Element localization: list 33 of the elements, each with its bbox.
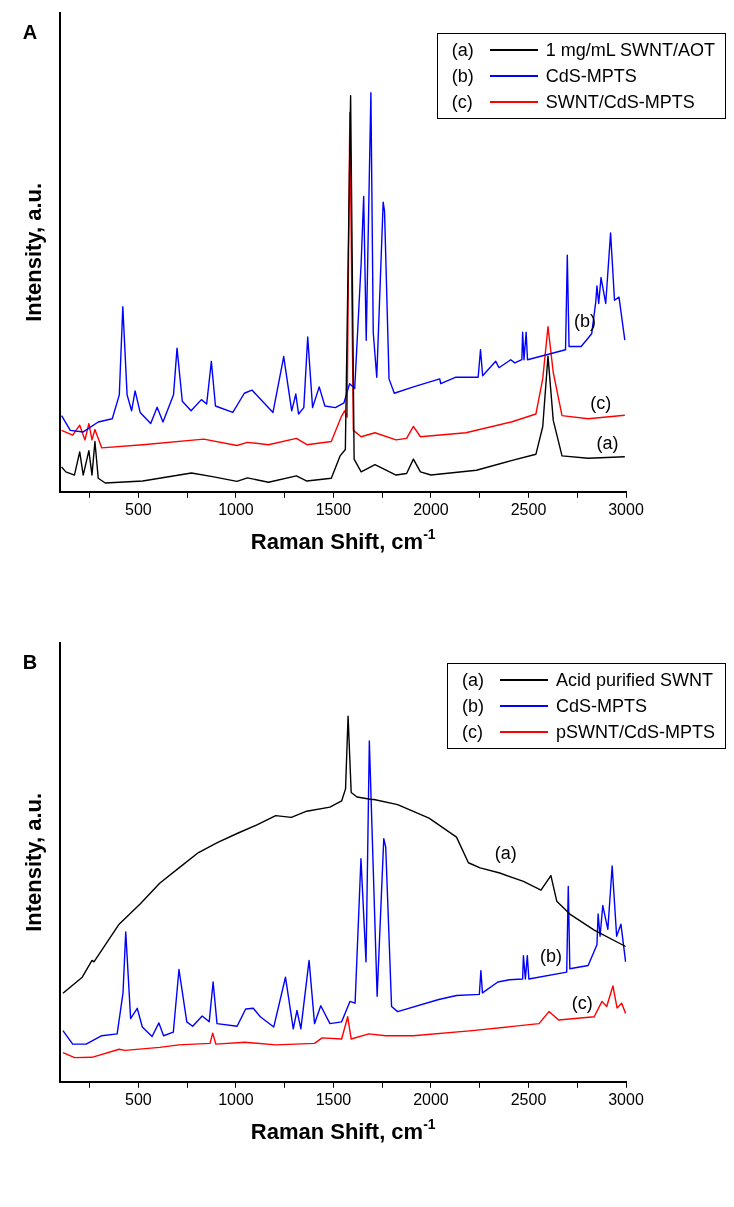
annotation: (c) — [590, 392, 612, 413]
x-tick-label: 1000 — [218, 1090, 254, 1108]
x-tick-label: 2000 — [413, 1090, 449, 1108]
x-tick-label: 2500 — [510, 1090, 547, 1108]
legend-label: CdS-MPTS — [555, 695, 647, 718]
legend-label: pSWNT/CdS-MPTS — [555, 721, 715, 744]
x-tick-label: 1500 — [315, 500, 352, 518]
legend-label: CdS-MPTS — [545, 65, 637, 88]
x-tick-label: 3000 — [608, 500, 644, 518]
legend-label: 1 mg/mL SWNT/AOT — [545, 39, 715, 62]
annotation: (c) — [571, 992, 593, 1013]
legend-label: SWNT/CdS-MPTS — [545, 91, 695, 114]
x-tick-label: 3000 — [608, 1090, 644, 1108]
text: (b) — [461, 696, 484, 716]
text: (c) — [451, 92, 473, 112]
text: (b) — [451, 66, 474, 86]
annotation: (a) — [596, 432, 619, 453]
text: (c) — [461, 722, 483, 742]
annotation: (a) — [494, 842, 517, 863]
x-tick-label: 2500 — [510, 500, 547, 518]
annotation: (b) — [539, 946, 562, 967]
x-tick-label: 1000 — [218, 500, 254, 518]
x-tick-label: 2000 — [413, 500, 449, 518]
text: (a) — [451, 40, 474, 60]
y-axis-title: Intensity, a.u. — [21, 182, 47, 322]
text: (a) — [461, 670, 484, 690]
legend-label: Acid purified SWNT — [555, 669, 714, 692]
y-axis-title: Intensity, a.u. — [21, 792, 47, 932]
chart-title: B — [22, 650, 38, 673]
chart-title: A — [22, 20, 38, 43]
x-tick-label: 1500 — [315, 1090, 352, 1108]
x-tick-label: 500 — [125, 1090, 152, 1108]
x-tick-label: 500 — [125, 500, 152, 518]
